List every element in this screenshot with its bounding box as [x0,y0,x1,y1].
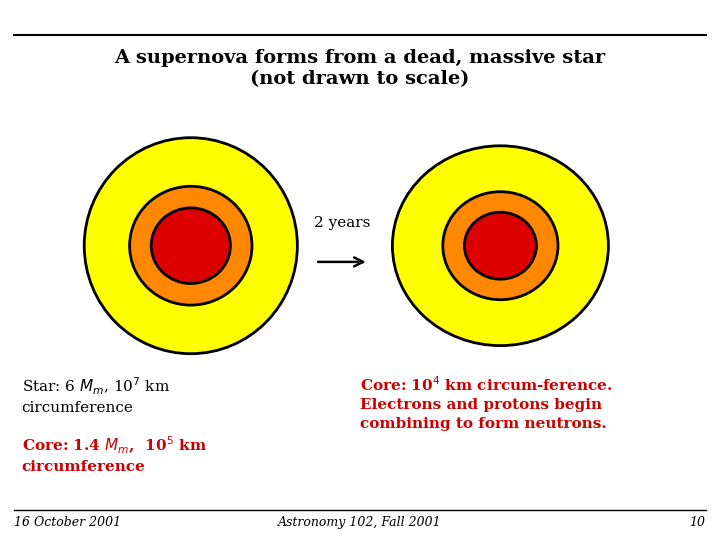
Text: Core: 10$^{4}$ km circum-ference.
Electrons and protons begin
combining to form : Core: 10$^{4}$ km circum-ference. Electr… [360,375,613,431]
Text: 2 years: 2 years [314,215,370,230]
Ellipse shape [392,146,608,346]
Text: 16 October 2001: 16 October 2001 [14,516,122,529]
Text: Star: 6 $\mathit{M}_{\mathit{m}}$, 10$^{7}$ km
circumference: Star: 6 $\mathit{M}_{\mathit{m}}$, 10$^{… [22,375,170,415]
Text: Core: 1.4 $\mathit{M}_{\mathit{m}}$,  10$^{5}$ km
circumference: Core: 1.4 $\mathit{M}_{\mathit{m}}$, 10$… [22,435,207,475]
Ellipse shape [464,212,536,279]
Text: Astronomy 102, Fall 2001: Astronomy 102, Fall 2001 [278,516,442,529]
Text: A supernova forms from a dead, massive star: A supernova forms from a dead, massive s… [114,49,606,66]
Ellipse shape [84,138,297,354]
Ellipse shape [151,208,230,284]
Text: 10: 10 [690,516,706,529]
Text: (not drawn to scale): (not drawn to scale) [251,70,469,88]
Ellipse shape [443,192,558,300]
Ellipse shape [130,186,252,305]
